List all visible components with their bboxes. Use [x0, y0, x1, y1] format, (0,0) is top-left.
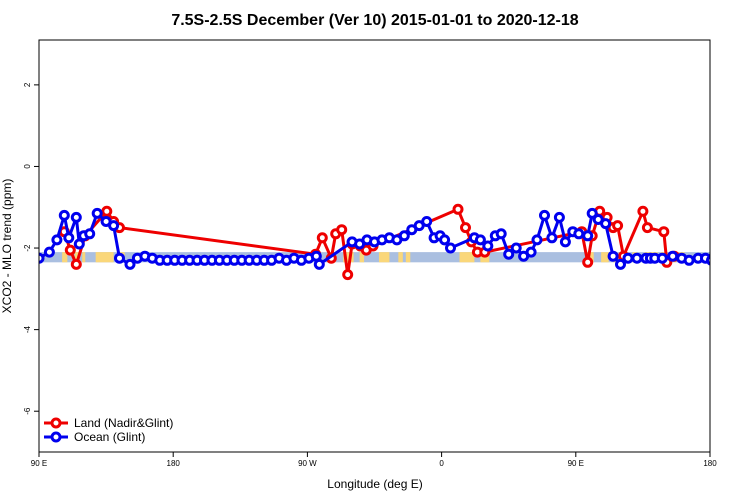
y-tick-label: 0	[23, 164, 32, 169]
ocean-point	[615, 258, 626, 270]
y-tick-label: -6	[23, 407, 32, 415]
plot-area	[39, 203, 710, 281]
ocean-point	[51, 234, 63, 246]
ocean-point	[586, 207, 598, 219]
land-band-segment	[359, 252, 365, 263]
ocean-point	[656, 252, 668, 264]
ocean-point	[559, 236, 571, 248]
legend-land-marker	[50, 417, 62, 429]
ocean-point	[482, 240, 494, 252]
ocean-point	[398, 230, 410, 242]
x-tick-label: 90 E	[568, 459, 584, 468]
ocean-point	[510, 242, 522, 254]
land-point	[316, 232, 328, 244]
ocean-point	[58, 209, 70, 221]
ocean-point	[553, 211, 565, 223]
land-point	[70, 258, 82, 270]
x-tick-label: 0	[439, 459, 444, 468]
ocean-point	[421, 216, 433, 227]
ocean-point	[474, 234, 486, 246]
ocean-point	[91, 207, 103, 219]
ocean-point	[39, 252, 45, 264]
ocean-point	[607, 250, 619, 262]
ocean-point	[84, 228, 96, 240]
ocean-point	[495, 228, 507, 240]
chart-title: 7.5S-2.5S December (Ver 10) 2015-01-01 t…	[171, 12, 578, 29]
land-point	[460, 222, 471, 234]
land-band-segment	[459, 252, 475, 263]
ocean-point	[313, 258, 325, 270]
plot-frame	[38, 39, 711, 453]
legend-ocean-label: Ocean (Glint)	[74, 430, 145, 444]
ocean-point	[445, 242, 456, 254]
y-tick-label: -2	[23, 244, 32, 252]
ocean-point	[683, 254, 695, 266]
ocean-point	[43, 246, 55, 258]
land-band-segment	[62, 252, 68, 263]
ocean-point	[667, 250, 679, 262]
ocean-point	[70, 211, 82, 223]
land-band-segment	[405, 252, 411, 263]
legend: Land (Nadir&Glint) Ocean (Glint)	[44, 416, 173, 444]
y-tick-label: 2	[23, 82, 32, 87]
ocean-point	[439, 234, 451, 246]
land-band-segment	[378, 252, 390, 263]
ocean-point	[539, 209, 550, 221]
ocean-point	[503, 248, 515, 260]
ocean-point	[73, 238, 85, 250]
x-axis-label: Longitude (deg E)	[327, 477, 422, 491]
ocean-point	[108, 220, 120, 232]
ocean-point	[582, 230, 594, 242]
legend-land-label: Land (Nadir&Glint)	[74, 416, 173, 430]
ocean-point	[525, 246, 537, 258]
ocean-point	[631, 252, 643, 264]
land-point	[658, 226, 670, 238]
x-tick-label: 180	[167, 459, 181, 468]
ocean-point	[600, 218, 612, 230]
land-band-segment	[95, 252, 114, 263]
land-band-segment	[601, 252, 609, 263]
ocean-point	[622, 252, 634, 264]
ocean-point	[63, 232, 75, 244]
ocean-point	[114, 252, 125, 264]
land-band-segment	[343, 252, 354, 263]
ocean-point	[546, 232, 558, 244]
ocean-point	[706, 255, 710, 266]
axes: 90 E 180 90 W 0 90 E 180 2 0 -2 -4 -6	[23, 82, 717, 468]
ocean-point	[531, 234, 543, 246]
land-point	[612, 220, 624, 232]
ocean-band	[39, 252, 710, 263]
land-band-segment	[398, 252, 403, 263]
land-point	[101, 205, 113, 217]
land-point	[342, 269, 354, 281]
x-tick-label: 180	[703, 459, 717, 468]
land-point	[641, 222, 653, 234]
land-point	[582, 256, 594, 268]
land-point	[452, 203, 464, 215]
y-tick-label: -4	[23, 326, 32, 334]
ocean-point	[573, 228, 585, 240]
ocean-point	[124, 258, 136, 270]
data-layer	[39, 203, 710, 281]
land-point	[637, 205, 649, 217]
land-point	[64, 244, 76, 256]
land-band-segment	[82, 252, 86, 263]
y-axis-label: XCO2 - MLO trend (ppm)	[0, 179, 14, 314]
x-tick-label: 90 E	[31, 459, 47, 468]
legend-ocean-marker	[50, 431, 62, 443]
land-point	[336, 224, 348, 236]
x-tick-label: 90 W	[298, 459, 317, 468]
